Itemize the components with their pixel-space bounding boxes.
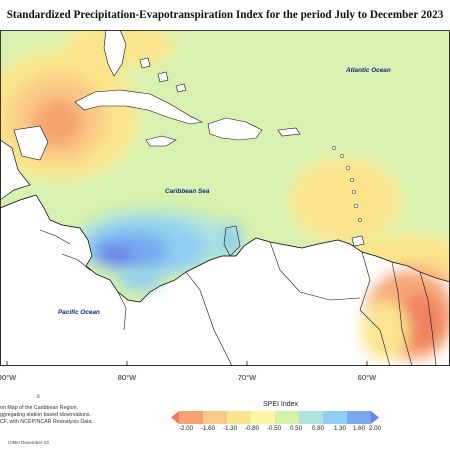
note-line-1: on Map of the Caribbean Region. — [0, 405, 79, 411]
island-jamaica — [145, 135, 177, 147]
note-line-3: CF, with NCEP/NCAR Reanalysis Data. — [0, 419, 94, 425]
legend-colorbar — [171, 411, 379, 424]
label-atlantic-ocean: Atlantic Ocean — [345, 67, 391, 74]
legend-swatch — [171, 411, 179, 424]
map-title: Standardized Precipitation-Evapotranspir… — [6, 9, 444, 21]
footer-credit: CIMH December-23 — [8, 440, 49, 445]
land-dry-guianas-rim — [361, 300, 409, 360]
legend-swatch — [251, 411, 275, 424]
borders — [0, 194, 450, 366]
island-bahamas-2 — [157, 71, 169, 83]
legend-label: -0.50 — [266, 425, 282, 432]
note-line-2: ggregating station based observations. — [0, 412, 91, 418]
legend-label: 1.30 — [333, 425, 347, 432]
lon-ticks — [6, 361, 368, 366]
lesser-antilles — [331, 145, 362, 222]
border-3 — [117, 291, 127, 331]
island-la-4 — [349, 177, 355, 183]
border-4 — [185, 271, 233, 366]
lon-label-90w: 90°W — [0, 373, 17, 382]
label-pacific-ocean: Pacific Ocean — [58, 309, 100, 316]
legend-label: 1.60 — [352, 425, 366, 432]
island-yucatan — [13, 125, 49, 161]
legend-swatch — [179, 411, 203, 424]
spei-map: Atlantic Ocean Caribbean Sea Pacific Oce… — [0, 30, 450, 366]
dry-field-gulf-inner — [33, 98, 83, 146]
legend-swatch — [275, 411, 299, 424]
island-trinidad — [351, 235, 365, 247]
legend-swatch — [323, 411, 347, 424]
island-hispaniola — [207, 117, 263, 141]
legend-label: -2.00 — [178, 425, 194, 432]
border-5 — [269, 241, 361, 301]
land-wet-isthmus — [118, 270, 162, 290]
coast-central-america — [0, 194, 450, 303]
border-7 — [391, 261, 413, 366]
small-mark: ß — [37, 394, 40, 399]
lon-label-70w: 70°W — [237, 373, 257, 382]
border-8 — [419, 271, 437, 366]
island-la-2 — [339, 153, 345, 159]
legend-label: 0.80 — [311, 425, 325, 432]
legend-title: SPEI Index — [263, 401, 299, 408]
dry-field-antilles — [290, 158, 400, 242]
island-bahamas-1 — [139, 57, 151, 69]
island-puerto-rico — [277, 127, 301, 137]
border-1 — [39, 229, 71, 245]
island-la-1 — [331, 145, 337, 151]
legend-swatch — [347, 411, 371, 424]
legend-label: 0.50 — [289, 425, 303, 432]
wet-field-4 — [97, 246, 133, 266]
legend-swatch — [203, 411, 227, 424]
legend-label: -0.80 — [244, 425, 260, 432]
island-la-7 — [358, 218, 362, 222]
lon-label-80w: 80°W — [117, 373, 137, 382]
island-la-6 — [353, 203, 359, 209]
island-cuba — [74, 89, 203, 125]
island-florida — [103, 30, 127, 77]
label-caribbean-sea: Caribbean Sea — [165, 188, 210, 195]
lake-maracaibo — [223, 225, 241, 257]
legend-swatch — [371, 411, 379, 424]
border-6 — [359, 251, 391, 366]
legend-label: -1.30 — [222, 425, 238, 432]
land-fields — [118, 270, 450, 360]
island-la-3 — [345, 165, 351, 171]
lon-label-60w: 60°W — [357, 373, 377, 382]
land-mexico — [0, 139, 31, 201]
island-la-5 — [351, 189, 357, 195]
island-bahamas-3 — [175, 83, 187, 93]
legend-swatch — [227, 411, 251, 424]
legend-labels: -2.00 -1.60 -1.30 -0.80 -0.50 0.50 0.80 … — [171, 425, 382, 435]
legend-swatch — [299, 411, 323, 424]
islands — [13, 30, 365, 247]
border-2 — [61, 253, 91, 271]
legend-label: 2.00 — [368, 425, 382, 432]
legend-label: -1.60 — [200, 425, 216, 432]
